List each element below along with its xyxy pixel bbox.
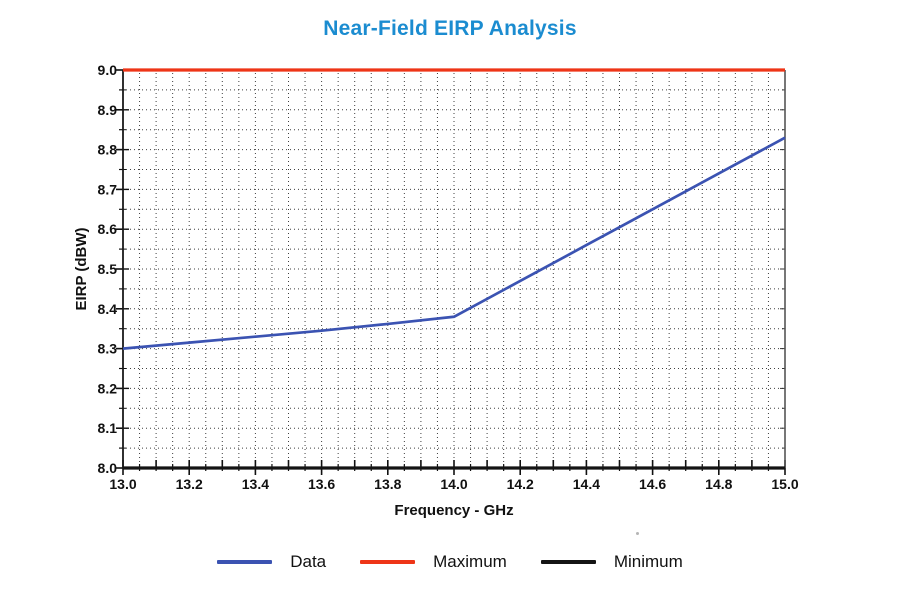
legend-item-data: Data [217,552,326,572]
svg-text:14.2: 14.2 [507,476,534,492]
svg-text:13.0: 13.0 [109,476,136,492]
svg-text:14.8: 14.8 [705,476,732,492]
legend-item-minimum: Minimum [540,552,683,572]
svg-text:13.8: 13.8 [374,476,401,492]
grid [126,73,783,466]
legend-line-minimum-icon [540,560,596,564]
svg-text:13.6: 13.6 [308,476,335,492]
legend-line-data-icon [217,560,273,564]
x-axis-title: Frequency - GHz [394,502,513,519]
svg-text:8.0: 8.0 [98,460,118,476]
svg-text:14.4: 14.4 [573,476,600,492]
data-series [122,68,786,470]
legend-label-data: Data [290,552,327,571]
svg-text:8.5: 8.5 [98,261,118,277]
svg-text:8.8: 8.8 [98,142,118,158]
svg-text:8.1: 8.1 [98,420,118,436]
svg-text:8.7: 8.7 [98,181,118,197]
svg-text:8.2: 8.2 [98,380,118,396]
svg-text:14.6: 14.6 [639,476,666,492]
legend-item-maximum: Maximum [360,552,507,572]
svg-text:13.4: 13.4 [242,476,269,492]
svg-text:13.2: 13.2 [176,476,203,492]
axis-ticks [116,69,786,475]
legend-label-maximum: Maximum [433,552,507,571]
series-line-data [122,136,786,350]
chart-title: Near-Field EIRP Analysis [323,17,577,40]
legend-line-maximum-icon [360,560,416,564]
tick-labels: 13.0 13.2 13.4 13.6 13.8 14.0 14.2 14.4 14.6 14.8… [98,62,799,492]
chart-canvas: 13.0 13.2 13.4 13.6 13.8 14.0 14.2 14.4 14.6 14.8… [73,62,799,519]
svg-text:8.6: 8.6 [98,221,118,237]
legend: Data Maximum Minimum [0,548,900,576]
svg-text:14.0: 14.0 [440,476,467,492]
legend-label-minimum: Minimum [613,552,683,571]
svg-text:8.4: 8.4 [98,301,118,317]
y-axis-title: EIRP (dBW) [73,227,90,310]
svg-text:8.3: 8.3 [98,341,118,357]
svg-text:8.9: 8.9 [98,102,118,118]
stray-dot [636,532,639,535]
svg-text:15.0: 15.0 [771,476,798,492]
svg-text:9.0: 9.0 [98,62,118,78]
